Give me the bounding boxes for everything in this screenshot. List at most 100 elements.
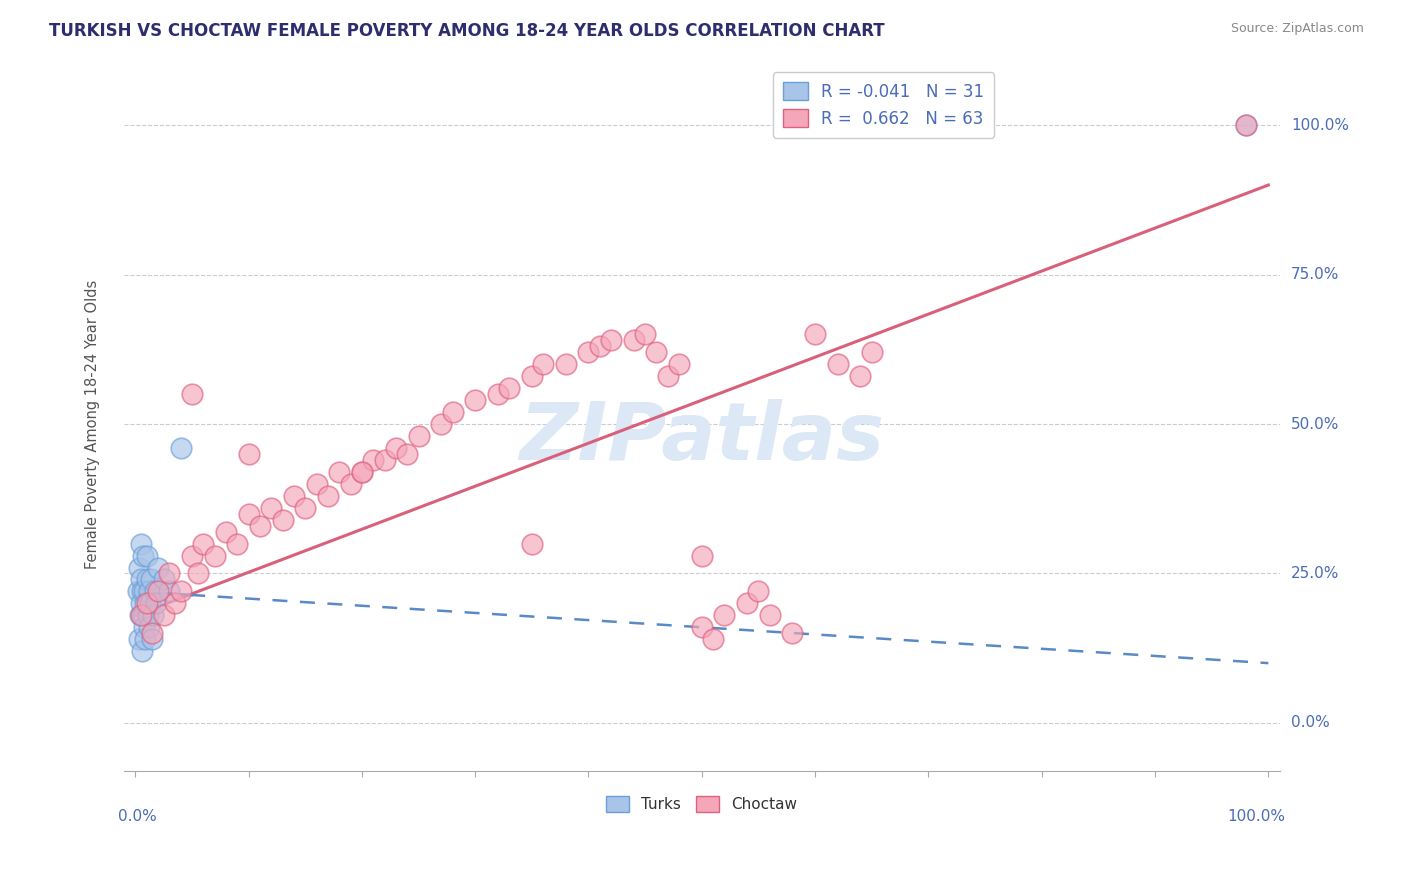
Point — [157, 584, 180, 599]
Point — [180, 387, 202, 401]
Point — [145, 596, 167, 610]
Point — [600, 334, 623, 348]
Text: 0.0%: 0.0% — [118, 809, 157, 824]
Point — [305, 476, 328, 491]
Point — [361, 453, 384, 467]
Point — [623, 334, 645, 348]
Point — [283, 489, 305, 503]
Point — [129, 536, 152, 550]
Point — [713, 608, 735, 623]
Point — [782, 626, 804, 640]
Point — [134, 584, 156, 599]
Point — [128, 632, 150, 647]
Point — [129, 573, 152, 587]
Point — [350, 465, 373, 479]
Point — [804, 327, 827, 342]
Point — [132, 608, 155, 623]
Point — [135, 596, 157, 610]
Point — [735, 596, 758, 610]
Point — [520, 536, 543, 550]
Point — [152, 608, 174, 623]
Point — [134, 620, 156, 634]
Point — [131, 584, 153, 599]
Point — [138, 620, 160, 634]
Point — [554, 357, 576, 371]
Text: 25.0%: 25.0% — [1291, 566, 1339, 581]
Point — [408, 429, 430, 443]
Point — [132, 549, 155, 563]
Point — [578, 345, 600, 359]
Point — [129, 608, 152, 623]
Point — [143, 584, 166, 599]
Point — [1234, 118, 1257, 132]
Point — [226, 536, 249, 550]
Point — [441, 405, 464, 419]
Point — [193, 536, 215, 550]
Point — [1234, 118, 1257, 132]
Point — [127, 584, 149, 599]
Point — [373, 453, 395, 467]
Point — [249, 518, 271, 533]
Point — [135, 573, 157, 587]
Text: 100.0%: 100.0% — [1227, 809, 1285, 824]
Point — [350, 465, 373, 479]
Text: 100.0%: 100.0% — [1291, 118, 1348, 133]
Point — [146, 584, 169, 599]
Point — [464, 393, 486, 408]
Point — [180, 549, 202, 563]
Point — [430, 417, 453, 431]
Point — [827, 357, 849, 371]
Point — [531, 357, 554, 371]
Point — [396, 447, 419, 461]
Point — [634, 327, 657, 342]
Point — [141, 626, 163, 640]
Text: 0.0%: 0.0% — [1291, 715, 1330, 731]
Point — [128, 560, 150, 574]
Text: Source: ZipAtlas.com: Source: ZipAtlas.com — [1230, 22, 1364, 36]
Point — [589, 339, 612, 353]
Point — [238, 507, 260, 521]
Point — [328, 465, 350, 479]
Point — [657, 369, 679, 384]
Y-axis label: Female Poverty Among 18-24 Year Olds: Female Poverty Among 18-24 Year Olds — [86, 279, 100, 569]
Point — [486, 387, 509, 401]
Point — [849, 369, 872, 384]
Point — [271, 513, 294, 527]
Point — [138, 584, 160, 599]
Point — [169, 584, 191, 599]
Point — [146, 560, 169, 574]
Point — [294, 500, 316, 515]
Point — [385, 441, 408, 455]
Point — [702, 632, 724, 647]
Point — [260, 500, 283, 515]
Point — [128, 608, 150, 623]
Point — [135, 549, 157, 563]
Point — [238, 447, 260, 461]
Point — [134, 632, 156, 647]
Point — [759, 608, 782, 623]
Text: 50.0%: 50.0% — [1291, 417, 1339, 432]
Legend: Turks, Choctaw: Turks, Choctaw — [600, 789, 804, 819]
Point — [645, 345, 668, 359]
Point — [131, 644, 153, 658]
Point — [215, 524, 238, 539]
Point — [747, 584, 769, 599]
Point — [129, 596, 152, 610]
Text: 75.0%: 75.0% — [1291, 268, 1339, 282]
Text: TURKISH VS CHOCTAW FEMALE POVERTY AMONG 18-24 YEAR OLDS CORRELATION CHART: TURKISH VS CHOCTAW FEMALE POVERTY AMONG … — [49, 22, 884, 40]
Point — [316, 489, 339, 503]
Point — [520, 369, 543, 384]
Point — [142, 608, 165, 623]
Point — [690, 549, 713, 563]
Point — [134, 596, 156, 610]
Point — [163, 596, 186, 610]
Point — [169, 441, 191, 455]
Text: ZIPatlas: ZIPatlas — [519, 399, 884, 477]
Point — [204, 549, 226, 563]
Point — [690, 620, 713, 634]
Point — [860, 345, 883, 359]
Point — [139, 573, 162, 587]
Point — [152, 573, 174, 587]
Point — [187, 566, 209, 581]
Point — [498, 381, 520, 395]
